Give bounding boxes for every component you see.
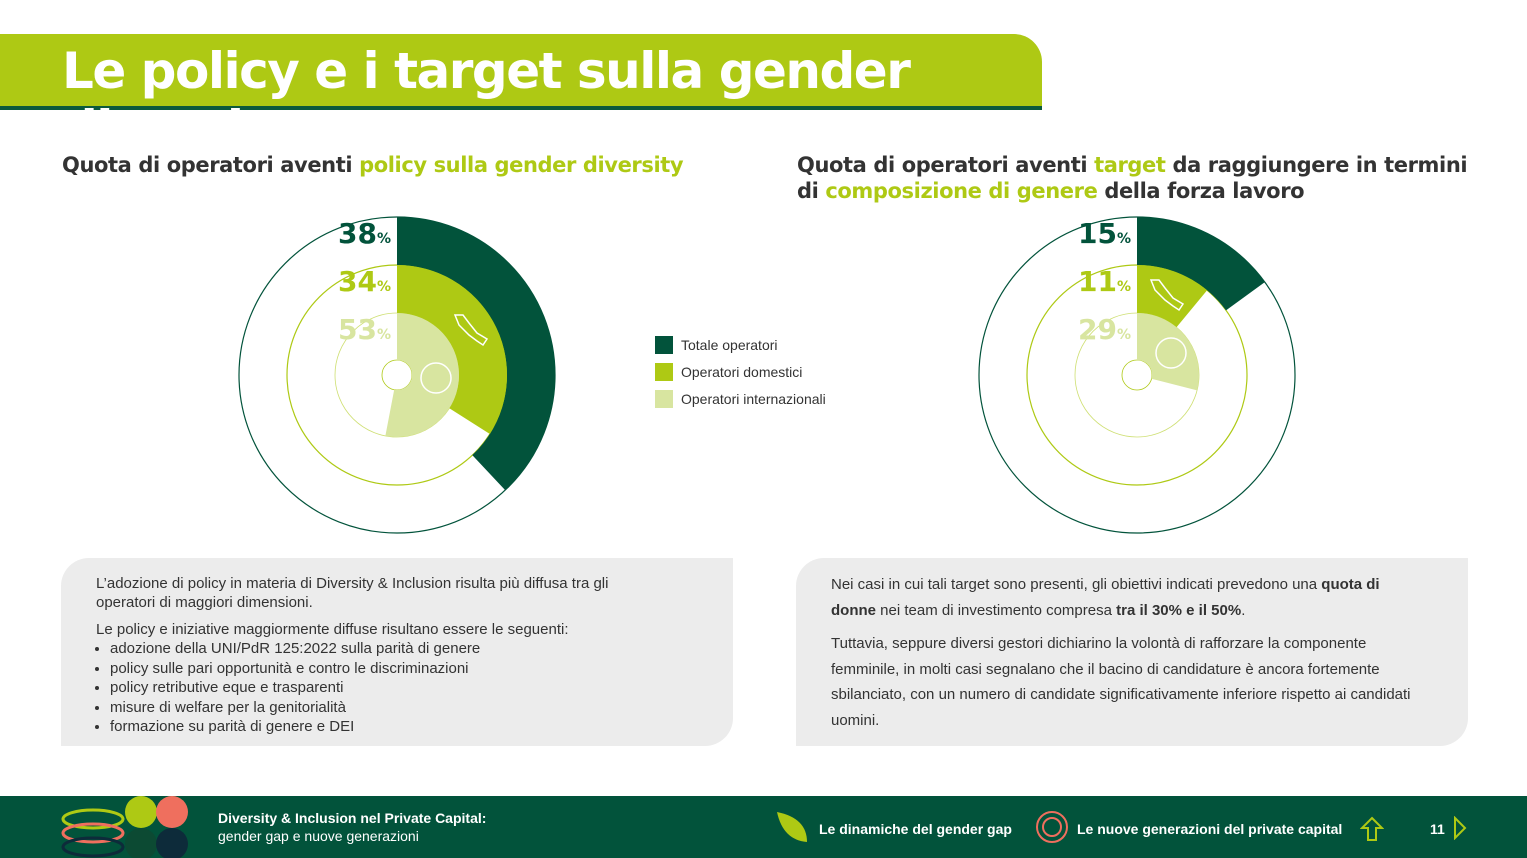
nav-link-gender-gap[interactable]: Le dinamiche del gender gap [819, 821, 1012, 837]
next-page-icon[interactable] [1453, 816, 1467, 840]
footer-subtitle: gender gap e nuove generazioni [218, 828, 419, 844]
globe-icon [420, 362, 452, 394]
title-banner: Le policy e i target sulla gender divers… [0, 34, 1042, 158]
center-circle [381, 359, 413, 391]
heading-text: della forza lavoro [1097, 179, 1305, 203]
bullet: policy sulle pari opportunità e contro l… [110, 659, 633, 679]
paragraph: Tuttavia, seppure diversi gestori dichia… [831, 635, 1411, 729]
charts: 38% 34% 53% 15% 11% 29% [238, 216, 1296, 534]
bullet-list: adozione della UNI/PdR 125:2022 sulla pa… [96, 639, 633, 737]
text-bold: quota di donne [831, 576, 1380, 619]
page-title: Le policy e i target sulla gender divers… [62, 42, 911, 158]
left-heading: Quota di operatori aventi policy sulla g… [62, 152, 684, 178]
wedge-totale-operatori [397, 217, 555, 491]
footer-logo-icon [61, 796, 188, 858]
wedge-operatori-internazionali [385, 313, 460, 437]
paragraph: Le policy e iniziative maggiormente diff… [96, 621, 569, 638]
legend-swatch [655, 335, 673, 354]
legend-label: Totale operatori [681, 336, 778, 353]
italy-icon [453, 314, 489, 347]
heading-highlight: composizione di genere [825, 179, 1098, 203]
paragraph: L’adozione di policy in materia di Diver… [96, 575, 609, 611]
bullet: adozione della UNI/PdR 125:2022 sulla pa… [110, 639, 633, 659]
text: . [1241, 601, 1246, 619]
heading-highlight: policy sulla gender diversity [359, 153, 684, 177]
data-label: 11% [1078, 265, 1131, 298]
legend-label: Operatori domestici [681, 363, 803, 380]
legend-swatch [655, 362, 673, 381]
text: Nei casi in cui tali target sono present… [831, 576, 1322, 593]
legend-swatch [655, 389, 673, 408]
footer-title: Diversity & Inclusion nel Private Capita… [218, 810, 487, 826]
bullet: misure di welfare per la genitorialità [110, 698, 633, 718]
legend-label: Operatori internazionali [681, 390, 826, 407]
heading-text: Quota di operatori aventi [797, 153, 1095, 177]
rings-icon [1036, 811, 1068, 843]
heading-highlight: target [1094, 153, 1166, 177]
data-label: 38% [338, 217, 391, 250]
data-label: 53% [338, 313, 391, 346]
bullet: policy retributive eque e trasparenti [110, 678, 633, 698]
legend-item: Operatori domestici [655, 358, 826, 385]
legend: Totale operatori Operatori domestici Ope… [655, 331, 826, 412]
text: nei team di investimento compresa [876, 601, 1117, 619]
leaf-icon [777, 812, 807, 842]
heading-text: Quota di operatori aventi [62, 153, 360, 177]
wedge-operatori-domestici [397, 265, 508, 434]
wedge-totale-operatori [1137, 217, 1265, 311]
globe-icon [1155, 337, 1187, 369]
page-number: 11 [1430, 821, 1445, 837]
legend-item: Totale operatori [655, 331, 826, 358]
data-label: 34% [338, 265, 391, 298]
right-heading: Quota di operatori aventi target da ragg… [797, 152, 1477, 204]
wedge-operatori-internazionali [1137, 313, 1199, 391]
text-bold: tra il 30% e il 50% [1116, 601, 1242, 619]
left-text-box: L’adozione di policy in materia di Diver… [61, 558, 733, 746]
data-label: 29% [1078, 313, 1131, 346]
legend-item: Operatori internazionali [655, 385, 826, 412]
heading-text: da raggiungere in termini di [797, 153, 1468, 203]
right-text-box: Nei casi in cui tali target sono present… [796, 558, 1468, 746]
footer: Diversity & Inclusion nel Private Capita… [0, 796, 1527, 858]
bullet: formazione su parità di genere e DEI [110, 717, 633, 737]
paragraph: Nei casi in cui tali target sono present… [831, 572, 1391, 623]
center-circle [1121, 359, 1153, 391]
data-label: 15% [1078, 217, 1131, 250]
italy-icon [1149, 279, 1185, 312]
home-icon[interactable] [1360, 816, 1384, 842]
nav-link-new-generations[interactable]: Le nuove generazioni del private capital [1077, 821, 1343, 837]
